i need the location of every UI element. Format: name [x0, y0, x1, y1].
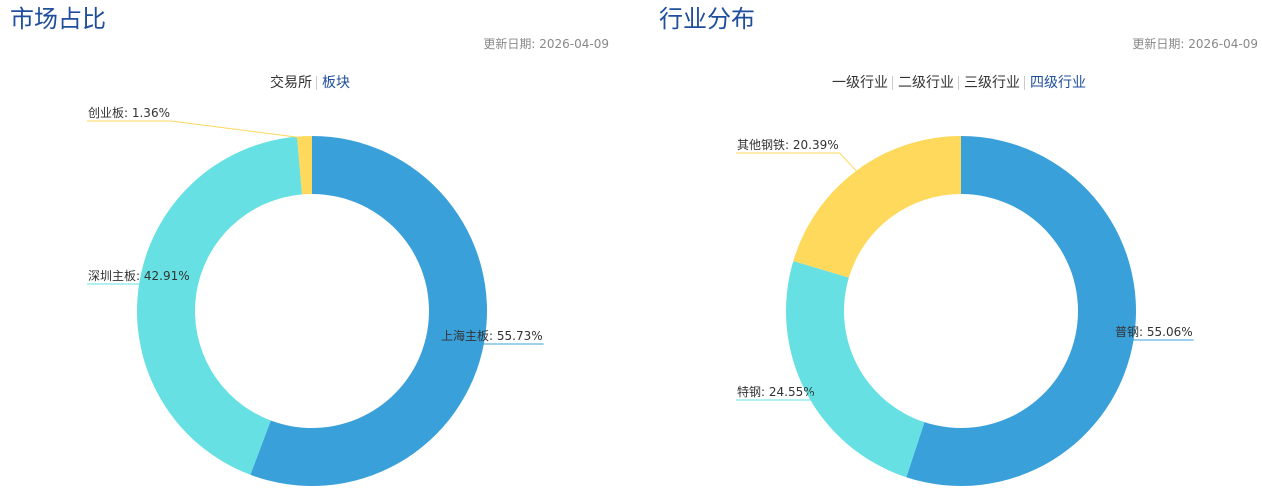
slice-data-label: 其他钢铁: 20.39%	[737, 138, 839, 152]
market-share-title: 市场占比	[10, 5, 106, 33]
donut-slice[interactable]	[137, 136, 303, 475]
industry-distribution-title: 行业分布	[659, 5, 755, 33]
market-tab-bar: 交易所 板块	[0, 73, 620, 93]
donut-slice[interactable]	[786, 261, 925, 478]
tab-exchange[interactable]: 交易所	[270, 75, 312, 91]
slice-data-label: 上海主板: 55.73%	[441, 328, 543, 343]
slice-data-label: 特钢: 24.55%	[737, 384, 815, 399]
market-share-donut-chart: 上海主板: 55.73% 深圳主板: 42.91% 创业板: 1.36%	[87, 106, 544, 486]
slice-leader-line	[87, 120, 305, 139]
industry-update-date: 更新日期: 2026-04-09	[1132, 37, 1258, 51]
slice-leader-line	[439, 341, 544, 345]
slice-data-label: 深圳主板: 42.91%	[88, 269, 190, 283]
market-update-date: 更新日期: 2026-04-09	[483, 37, 609, 51]
industry-distribution-panel: 行业分布 更新日期: 2026-04-09 一级行业 二级行业 三级行业 四级行…	[631, 0, 1262, 500]
donut-slice[interactable]	[297, 136, 312, 195]
tab-level-4-industry[interactable]: 四级行业	[1024, 73, 1091, 93]
tab-level-3-industry[interactable]: 三级行业	[958, 73, 1025, 93]
slice-leader-line	[1113, 337, 1194, 341]
tab-level-1-industry[interactable]: 一级行业	[832, 75, 888, 91]
donut-slice[interactable]	[250, 136, 487, 486]
donut-slice[interactable]	[793, 136, 961, 278]
industry-distribution-donut-chart: 普钢: 55.06% 特钢: 24.55% 其他钢铁: 20.39%	[736, 136, 1194, 486]
slice-data-label: 普钢: 55.06%	[1115, 325, 1193, 339]
market-share-panel: 市场占比 更新日期: 2026-04-09 交易所 板块 上海主板: 55.73…	[0, 5, 620, 486]
slice-data-label: 创业板: 1.36%	[88, 106, 170, 120]
industry-tab-bar: 一级行业 二级行业 三级行业 四级行业	[631, 73, 1262, 93]
slice-leader-line	[736, 390, 817, 401]
tab-level-2-industry[interactable]: 二级行业	[892, 73, 959, 93]
slice-leader-line	[87, 283, 191, 288]
slice-leader-line	[736, 152, 858, 173]
tab-board[interactable]: 板块	[316, 73, 355, 93]
donut-slice[interactable]	[906, 136, 1136, 486]
